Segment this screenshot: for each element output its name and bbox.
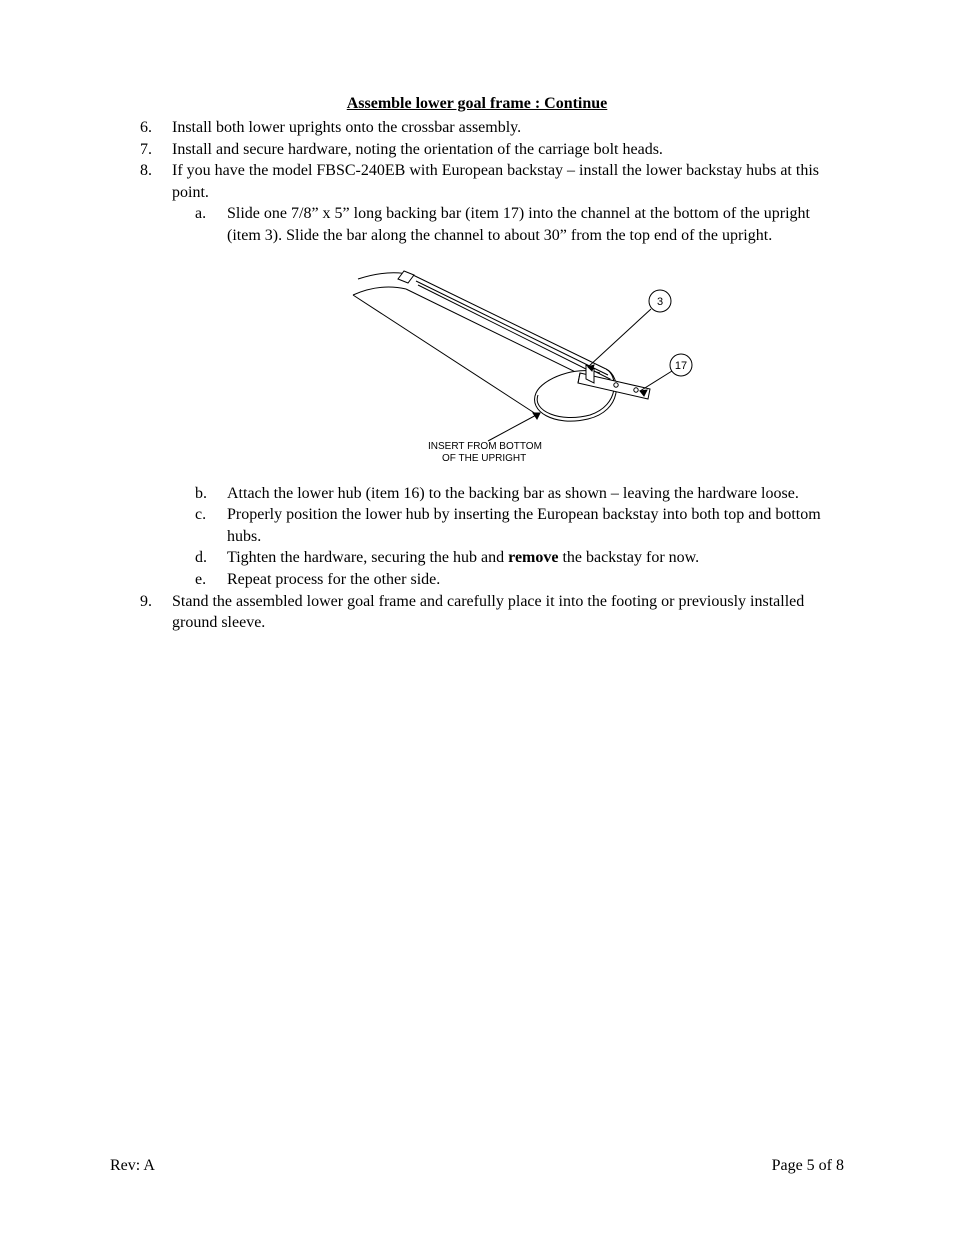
- substep-c: Properly position the lower hub by inser…: [227, 504, 844, 547]
- step-8: If you have the model FBSC-240EB with Eu…: [172, 160, 844, 590]
- step-8-text: If you have the model FBSC-240EB with Eu…: [172, 162, 819, 201]
- assembly-diagram: 3 17 INSERT FROM BOTTOM OF THE UPRIGHT: [318, 261, 698, 471]
- substep-e: Repeat process for the other side.: [227, 569, 844, 591]
- substep-d: Tighten the hardware, securing the hub a…: [227, 547, 844, 569]
- page-footer: Rev: A Page 5 of 8: [110, 1157, 844, 1175]
- substep-d-pre: Tighten the hardware, securing the hub a…: [227, 549, 508, 566]
- substep-list-2: Attach the lower hub (item 16) to the ba…: [172, 483, 844, 591]
- callout-3: 3: [657, 296, 663, 308]
- substep-d-bold: remove: [508, 549, 558, 566]
- footer-rev: Rev: A: [110, 1157, 155, 1175]
- page-title: Assemble lower goal frame : Continue: [110, 95, 844, 113]
- step-9: Stand the assembled lower goal frame and…: [172, 591, 844, 634]
- substep-a: Slide one 7/8” x 5” long backing bar (it…: [227, 203, 844, 246]
- figure-wrap: 3 17 INSERT FROM BOTTOM OF THE UPRIGHT: [172, 261, 844, 471]
- substep-list-1: Slide one 7/8” x 5” long backing bar (it…: [172, 203, 844, 246]
- footer-page: Page 5 of 8: [772, 1157, 844, 1175]
- step-6: Install both lower uprights onto the cro…: [172, 117, 844, 139]
- step-7: Install and secure hardware, noting the …: [172, 139, 844, 161]
- substep-b: Attach the lower hub (item 16) to the ba…: [227, 483, 844, 505]
- figure-label-line2: OF THE UPRIGHT: [442, 453, 526, 464]
- substep-d-post: the backstay for now.: [558, 549, 699, 566]
- figure-label-line1: INSERT FROM BOTTOM: [428, 441, 542, 452]
- callout-17: 17: [675, 360, 687, 372]
- instruction-list: Install both lower uprights onto the cro…: [110, 117, 844, 634]
